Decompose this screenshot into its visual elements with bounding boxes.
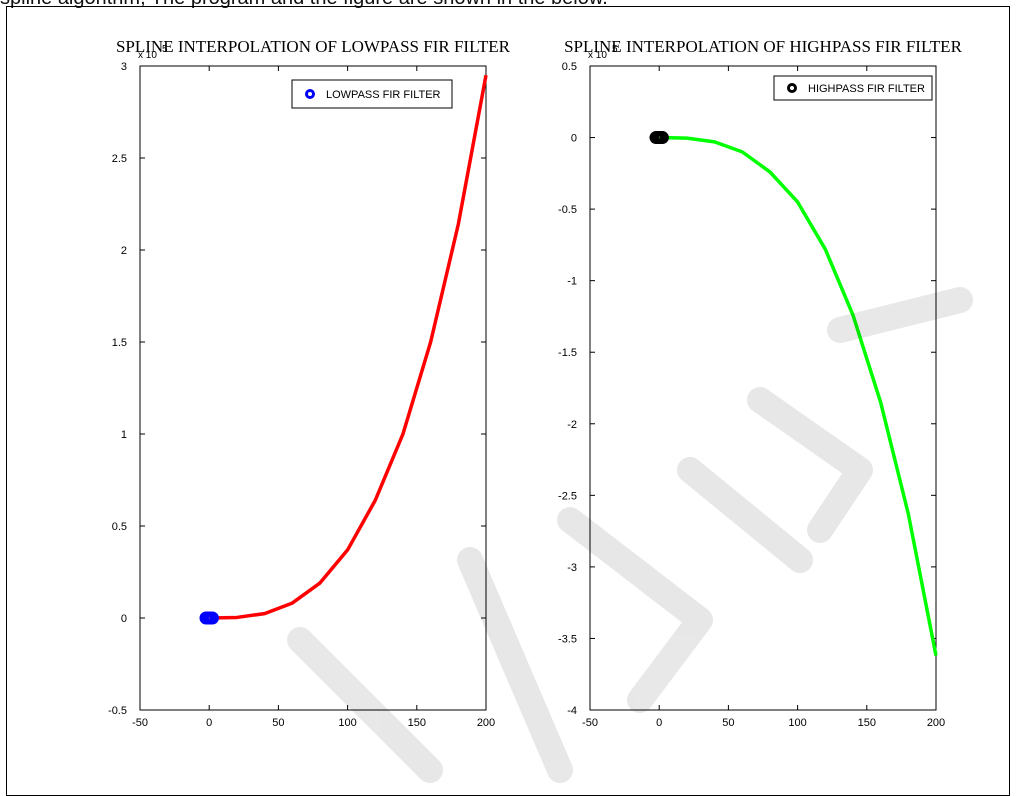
x-tick-label: 0 [656, 717, 662, 729]
highpass-plot: -50 0 50 100 150 200-4-3.5-3-2.5-2-1.5-1-0.50… [558, 37, 963, 729]
series-marker [205, 611, 219, 625]
y-exponent-power: 5 [162, 44, 168, 55]
y-tick-label: 1 [121, 429, 127, 441]
series-line [209, 74, 488, 620]
x-tick-label: 200 [927, 717, 945, 729]
y-tick-label: -3 [567, 562, 577, 574]
y-tick-label: -1 [567, 276, 577, 288]
x-tick-label: -50 [582, 717, 598, 729]
chart-title: SPLINE INTERPOLATION OF LOWPASS FIR FILT… [116, 37, 511, 56]
x-tick-label: 100 [338, 717, 356, 729]
x-tick-label: 150 [408, 717, 426, 729]
x-tick-label: 100 [788, 717, 806, 729]
y-tick-label: -4 [567, 705, 577, 717]
x-tick-label: 150 [858, 717, 876, 729]
legend-box [291, 79, 453, 109]
y-tick-label: 0.5 [112, 521, 127, 533]
y-tick-label: 3 [121, 61, 127, 73]
y-tick-label: -0.5 [108, 705, 127, 717]
y-tick-label: 2 [121, 245, 127, 257]
page-caption: spline algorithm, The program and the fi… [0, 0, 608, 10]
legend-box [773, 75, 933, 101]
y-tick-label: 2.5 [112, 153, 127, 165]
y-exponent-label: x 10 [138, 50, 157, 61]
y-tick-label: -1.5 [558, 347, 577, 359]
y-exponent-power: 5 [612, 44, 618, 55]
y-tick-label: -2.5 [558, 490, 577, 502]
y-tick-label: 0 [121, 613, 127, 625]
y-tick-label: -2 [567, 419, 577, 431]
chart-title: SPLINE INTERPOLATION OF HIGHPASS FIR FIL… [564, 37, 962, 56]
axes-box [139, 65, 487, 711]
lowpass-plot: -50 0 50 100 150 200 -0.5 0 0.5 1 1.5 2 2.5 3 x 10 5SPL… [108, 37, 511, 729]
y-exponent-label: x 10 [588, 50, 607, 61]
legend-label: LOWPASS FIR FILTER [326, 89, 441, 101]
y-tick-label: 0 [571, 133, 577, 145]
x-tick-label: 50 [722, 717, 734, 729]
series-marker [655, 131, 669, 145]
x-tick-label: 0 [206, 717, 212, 729]
x-tick-label: 50 [272, 717, 284, 729]
legend-marker [305, 89, 315, 99]
legend-marker [787, 83, 797, 93]
axes-box [589, 65, 937, 711]
legend-label: HIGHPASS FIR FILTER [808, 83, 925, 95]
series-line [659, 135, 938, 656]
y-tick-label: 1.5 [112, 337, 127, 349]
x-tick-label: -50 [132, 717, 148, 729]
y-tick-label: -3.5 [558, 633, 577, 645]
y-tick-label: 0.5 [562, 61, 577, 73]
x-tick-label: 200 [477, 717, 495, 729]
y-tick-label: -0.5 [558, 204, 577, 216]
